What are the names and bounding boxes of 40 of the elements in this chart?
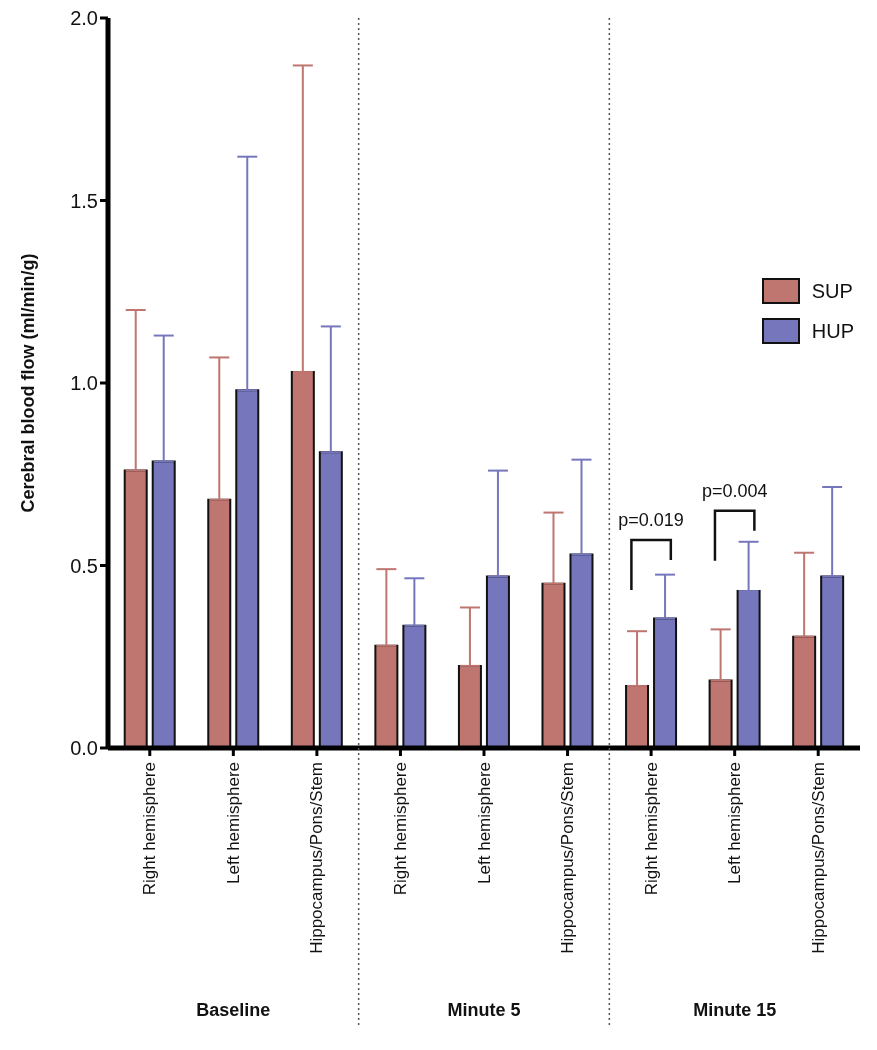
legend-label: HUP [811,319,854,343]
text: Baseline [196,1000,271,1020]
bar [235,389,260,748]
y-axis-title: Cerebral blood flow (ml/min/g) [18,253,39,513]
bar [569,553,594,748]
y-tick-label: 0.0 [70,737,98,760]
x-tick-label: Left hemisphere [474,762,494,884]
bar [207,498,232,748]
x-tick-label: Left hemisphere [725,762,745,884]
text: Minute 5 [447,1000,521,1020]
bar [374,644,399,748]
x-tick-label: Hippocampus/Pons/Stem [307,762,327,954]
bar [151,460,176,748]
x-tick-label: Right hemisphere [390,762,410,896]
bar [820,575,845,748]
bar [457,664,482,748]
y-tick-label: 1.5 [70,189,98,212]
bar [708,679,733,748]
bar [541,582,566,748]
x-tick-label: Right hemisphere [140,762,160,896]
bar [402,624,427,748]
bar [485,575,510,748]
y-tick-label: 0.5 [70,554,98,577]
y-tick-label: 2.0 [70,7,98,30]
text: Minute 15 [693,1000,777,1020]
y-tick-label: 1.0 [70,372,98,395]
legend-label: SUP [811,279,853,303]
x-tick-label: Left hemisphere [223,762,243,884]
x-tick-label: Hippocampus/Pons/Stem [558,762,578,954]
annotation: p=0.019 [618,509,684,530]
bar [625,684,650,748]
annotation: p=0.004 [701,480,768,501]
x-tick-label: Hippocampus/Pons/Stem [808,762,828,954]
x-tick-label: Right hemisphere [641,762,661,896]
bar [736,590,761,748]
bar [123,469,148,748]
bar [653,617,678,748]
bar [792,635,817,748]
bar [318,451,343,748]
bar [290,371,315,748]
